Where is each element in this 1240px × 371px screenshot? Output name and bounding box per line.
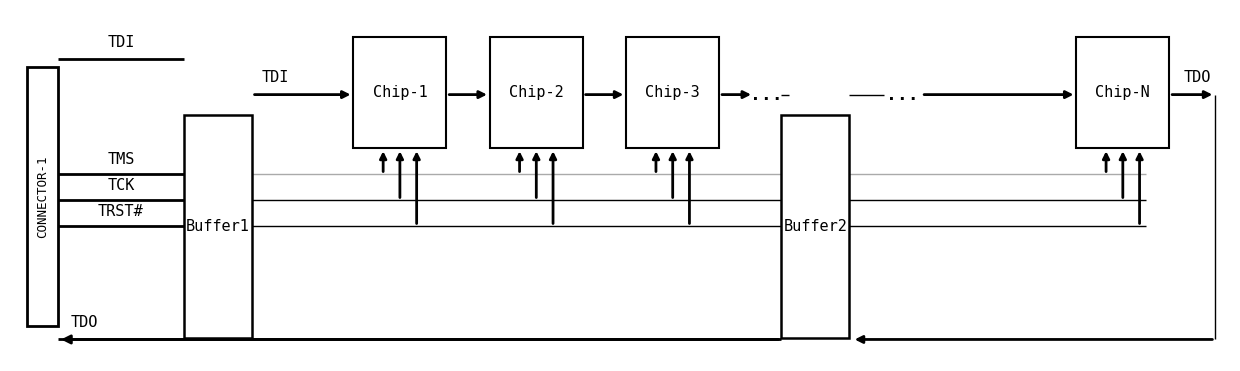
Text: TCK: TCK	[107, 178, 135, 193]
Bar	[1076, 37, 1169, 148]
Bar	[353, 37, 446, 148]
Text: TDO: TDO	[1184, 70, 1211, 85]
Text: TDO: TDO	[71, 315, 98, 330]
Text: Chip-3: Chip-3	[645, 85, 701, 100]
Bar	[781, 115, 849, 338]
Text: Chip-1: Chip-1	[372, 85, 428, 100]
Bar	[626, 37, 719, 148]
Text: Chip-N: Chip-N	[1095, 85, 1151, 100]
Text: Buffer2: Buffer2	[784, 219, 847, 234]
Text: ...: ...	[750, 86, 782, 104]
Text: TMS: TMS	[107, 152, 135, 167]
Bar	[490, 37, 583, 148]
Bar	[184, 115, 252, 338]
Text: CONNECTOR-1: CONNECTOR-1	[36, 155, 50, 238]
Text: TDI: TDI	[107, 35, 135, 50]
Text: Buffer1: Buffer1	[186, 219, 249, 234]
Text: Chip-2: Chip-2	[508, 85, 564, 100]
Text: TDI: TDI	[262, 70, 289, 85]
Text: ...: ...	[887, 86, 919, 104]
Bar	[27, 67, 58, 326]
Text: TRST#: TRST#	[98, 204, 144, 219]
